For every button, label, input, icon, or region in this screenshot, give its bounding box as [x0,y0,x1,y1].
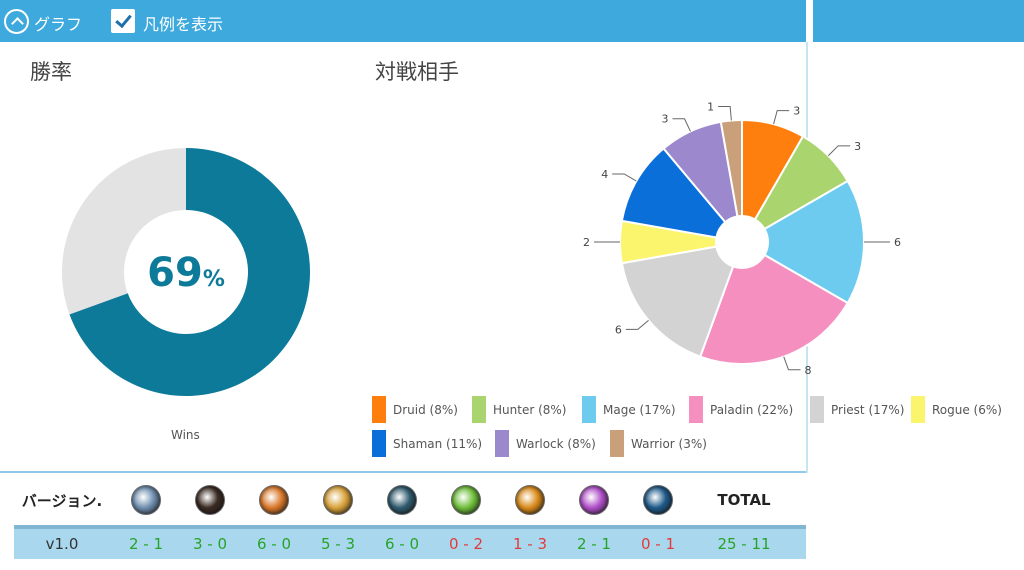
pie-callout-line [773,110,790,125]
legend-toggle-label[interactable]: 凡例を表示 [143,15,224,34]
legend-swatch [372,430,386,457]
legend-item-shaman[interactable]: Shaman (11%) [372,430,482,457]
shaman-icon [515,485,545,515]
version-column-header: バージョン. [21,491,103,510]
total-column-header: TOTAL [717,491,771,509]
pie-data-label: 3 [793,105,800,118]
result-cell: 1 - 3 [512,535,548,553]
pie-slice-warrior [719,118,743,218]
graph-toggle-label[interactable]: グラフ [34,15,83,34]
legend-swatch [689,396,703,423]
legend-swatch [495,430,509,457]
legend-label: Druid (8%) [393,402,458,417]
legend-label: Warrior (3%) [631,436,707,451]
rogue-icon [451,485,481,515]
table-header-row: バージョン. TOTAL [14,480,806,520]
result-cell: 2 - 1 [576,535,612,553]
pie-callout-line [612,173,637,182]
total-cell: 25 - 11 [717,535,771,553]
pie-slice-mage [763,179,865,305]
result-cell: 5 - 3 [320,535,356,553]
opponents-title: 対戦相手 [375,60,459,84]
pie-callout-line [827,145,851,157]
legend-item-warlock[interactable]: Warlock (8%) [495,430,596,457]
toolbar: グラフ 凡例を表示 [0,0,806,42]
pie-data-label: 6 [894,236,901,249]
pie-data-label: 3 [854,140,861,153]
priest-icon [387,485,417,515]
pie-callout-line [783,356,801,371]
pie-callout-line [718,106,732,121]
legend-item-druid[interactable]: Druid (8%) [372,396,458,423]
hunter-icon [195,485,225,515]
result-cell: 2 - 1 [128,535,164,553]
legend-item-hunter[interactable]: Hunter (8%) [472,396,566,423]
collapse-chevron-icon[interactable] [4,9,29,34]
opponents-pie-chart: 3 3 6 8 6 2 4 3 1 [583,101,901,377]
warrior-icon [643,485,673,515]
winrate-slice-wins [69,148,310,396]
legend-item-priest[interactable]: Priest (17%) [810,396,904,423]
table-row: v1.0 25 - 11 2 - 1 3 - 0 6 - 0 5 - 3 6 - 0 0 … [14,525,806,559]
toolbar-extension [813,0,1024,42]
result-cell: 0 - 1 [640,535,676,553]
pie-slice-shaman [620,147,727,239]
result-cell: 0 - 2 [448,535,484,553]
pie-data-label: 1 [707,101,714,114]
warlock-icon [579,485,609,515]
legend-label: Warlock (8%) [516,436,596,451]
pie-data-label: 6 [615,323,622,336]
pie-data-label: 4 [601,168,608,181]
legend-label: Priest (17%) [831,402,905,417]
section-divider [0,471,806,473]
legend-label: Paladin (22%) [710,402,794,417]
pie-data-label: 3 [662,113,669,126]
legend-swatch [911,396,925,423]
result-cell: 6 - 0 [256,535,292,553]
legend-swatch [472,396,486,423]
legend-swatch [582,396,596,423]
legend-item-rogue[interactable]: Rogue (6%) [911,396,1002,423]
legend-label: Hunter (8%) [493,402,567,417]
legend-swatch [372,396,386,423]
paladin-icon [323,485,353,515]
winrate-center-label: 69% [147,250,225,296]
legend-item-warrior[interactable]: Warrior (3%) [610,430,707,457]
winrate-caption: Wins [171,428,200,442]
legend-label: Shaman (11%) [393,436,483,451]
legend-item-mage[interactable]: Mage (17%) [582,396,676,423]
result-cell: 6 - 0 [384,535,420,553]
result-cell: 3 - 0 [192,535,228,553]
legend-item-paladin[interactable]: Paladin (22%) [689,396,793,423]
winrate-donut-chart: 69% [61,148,310,396]
legend-checkbox[interactable] [111,9,135,33]
legend-swatch [810,396,824,423]
legend-label: Rogue (6%) [932,402,1002,417]
legend-swatch [610,430,624,457]
druid-icon [131,485,161,515]
pie-callout-line [625,320,649,330]
pie-data-label: 2 [583,236,590,249]
version-cell: v1.0 [45,535,79,553]
pie-data-label: 8 [805,364,812,377]
pie-callout-line [672,118,691,132]
pie-slice-priest [620,245,735,358]
legend-label: Mage (17%) [603,402,676,417]
winrate-slice-losses [61,148,186,315]
pie-slice-paladin [698,253,850,365]
mage-icon [259,485,289,515]
winrate-title: 勝率 [30,60,72,84]
